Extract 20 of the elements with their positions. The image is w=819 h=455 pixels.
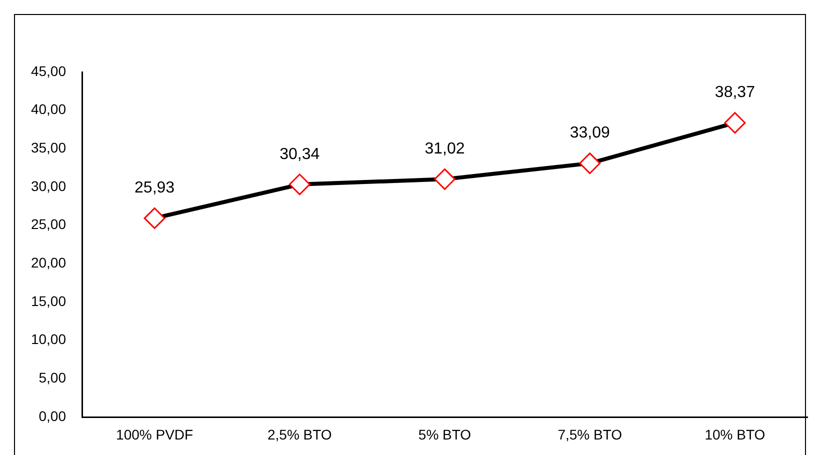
data-label: 30,34 <box>280 146 320 163</box>
x-tick-label: 10% BTO <box>704 426 766 442</box>
data-label: 33,09 <box>570 124 610 142</box>
data-label: 38,37 <box>714 84 756 102</box>
y-tick-label: 20,00 <box>30 254 66 271</box>
x-tick-label: 7,5% BTO <box>558 426 622 442</box>
x-tick-label: 100% PVDF <box>116 426 194 442</box>
y-tick-label: 15,00 <box>30 292 66 309</box>
y-tick-label: 25,00 <box>30 216 66 232</box>
y-tick-label: 30,00 <box>30 178 66 194</box>
y-tick-label: 40,00 <box>30 101 66 118</box>
y-tick-label: 5,00 <box>38 370 66 386</box>
x-tick-label: 2,5% BTO <box>267 426 332 442</box>
y-tick-label: 35,00 <box>30 140 66 156</box>
x-tick-label: 5% BTO <box>418 426 472 442</box>
data-label: 31,02 <box>424 140 465 158</box>
y-tick-label: 45,00 <box>30 62 66 79</box>
y-tick-label: 10,00 <box>30 331 66 348</box>
y-tick-label: 0,00 <box>38 408 66 424</box>
data-label: 25,93 <box>134 180 175 197</box>
